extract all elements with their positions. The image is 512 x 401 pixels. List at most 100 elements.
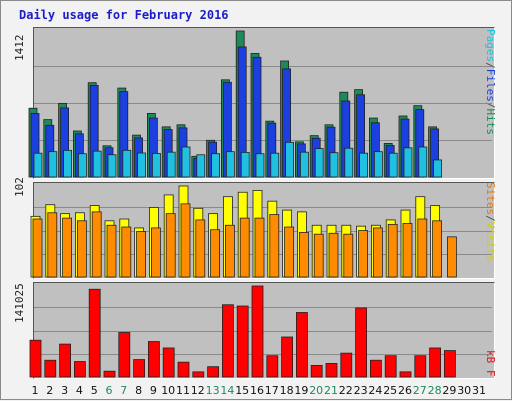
bar-kbytes-kb-f-day-25 — [384, 355, 397, 378]
bar-hits-files-pages-pages-day-14 — [225, 151, 235, 178]
day-label-11: 11 — [176, 384, 190, 397]
bar-visits-sites-sites-day-14 — [224, 224, 235, 278]
bar-visits-sites-sites-day-19 — [298, 231, 309, 278]
bar-kbytes-kb-f-day-29 — [443, 350, 456, 378]
day-label-27: 27 — [413, 384, 427, 397]
bar-visits-sites-sites-day-9 — [150, 227, 161, 278]
bar-hits-files-pages-pages-day-24 — [373, 151, 383, 178]
bar-hits-files-pages-pages-day-28 — [433, 159, 443, 178]
day-label-19: 19 — [294, 384, 308, 397]
bar-visits-sites-sites-day-29 — [446, 236, 457, 278]
bar-kbytes-kb-f-day-21 — [325, 363, 338, 378]
day-label-29: 29 — [442, 384, 456, 397]
day-label-21: 21 — [324, 384, 338, 397]
bar-hits-files-pages-pages-day-26 — [403, 147, 413, 178]
bar-kbytes-kb-f-day-11 — [177, 361, 190, 378]
day-label-6: 6 — [106, 384, 113, 397]
bar-visits-sites-sites-day-17 — [269, 214, 280, 278]
bar-hits-files-pages-pages-day-16 — [255, 153, 265, 178]
bar-kbytes-kb-f-day-13 — [207, 366, 220, 378]
bar-hits-files-pages-pages-day-4 — [78, 153, 87, 178]
bar-kbytes-kb-f-day-22 — [340, 352, 353, 378]
day-label-20: 20 — [309, 384, 323, 397]
bar-kbytes-kb-f-day-4 — [74, 361, 86, 378]
bar-hits-files-pages-pages-day-9 — [151, 153, 161, 178]
bar-visits-sites-sites-day-6 — [106, 224, 117, 278]
bar-hits-files-pages-pages-day-2 — [48, 151, 58, 178]
day-label-14: 14 — [220, 384, 234, 397]
day-label-31: 31 — [472, 384, 486, 397]
day-label-18: 18 — [280, 384, 294, 397]
bar-kbytes-kb-f-day-19 — [295, 312, 308, 378]
day-label-9: 9 — [150, 384, 157, 397]
bar-kbytes-kb-f-day-9 — [147, 341, 160, 378]
bar-kbytes-kb-f-day-28 — [429, 347, 442, 378]
bar-hits-files-pages-pages-day-19 — [299, 151, 309, 178]
bar-hits-files-pages-pages-day-10 — [166, 151, 176, 178]
bar-hits-files-pages-pages-day-5 — [92, 150, 102, 178]
bar-kbytes-kb-f-day-6 — [103, 370, 116, 378]
day-label-1: 1 — [32, 384, 39, 397]
day-label-17: 17 — [265, 384, 279, 397]
bar-hits-files-pages-pages-day-11 — [181, 146, 191, 178]
bar-visits-sites-sites-day-11 — [180, 203, 191, 278]
bar-visits-sites-sites-day-18 — [284, 226, 295, 278]
day-label-22: 22 — [339, 384, 353, 397]
bar-hits-files-pages-pages-day-15 — [240, 151, 250, 178]
day-label-2: 2 — [46, 384, 53, 397]
bar-visits-sites-sites-day-10 — [165, 213, 176, 278]
day-label-7: 7 — [120, 384, 127, 397]
bar-kbytes-kb-f-day-5 — [88, 288, 101, 378]
bar-kbytes-kb-f-day-7 — [118, 332, 131, 378]
day-label-30: 30 — [457, 384, 471, 397]
bar-kbytes-kb-f-day-14 — [221, 304, 234, 378]
day-label-4: 4 — [76, 384, 83, 397]
bar-visits-sites-sites-day-8 — [136, 231, 147, 278]
bar-hits-files-pages-pages-day-1 — [33, 152, 43, 178]
bar-visits-sites-sites-day-22 — [343, 233, 354, 278]
day-label-15: 15 — [235, 384, 249, 397]
bar-visits-sites-sites-day-5 — [91, 211, 102, 278]
bar-hits-files-pages-pages-day-23 — [359, 152, 369, 178]
day-label-23: 23 — [354, 384, 368, 397]
bar-kbytes-kb-f-day-23 — [355, 307, 368, 378]
bar-visits-sites-sites-day-7 — [121, 226, 132, 278]
day-label-24: 24 — [368, 384, 382, 397]
bar-hits-files-pages-pages-day-21 — [329, 152, 339, 178]
bar-kbytes-kb-f-day-2 — [44, 359, 57, 378]
bar-kbytes-kb-f-day-15 — [236, 305, 249, 378]
bar-visits-sites-sites-day-15 — [239, 217, 250, 278]
bar-kbytes-kb-f-day-20 — [310, 364, 323, 378]
bar-visits-sites-sites-day-3 — [62, 217, 72, 278]
day-label-10: 10 — [161, 384, 175, 397]
bar-visits-sites-sites-day-2 — [47, 212, 58, 278]
bar-kbytes-kb-f-day-17 — [266, 355, 279, 378]
day-label-16: 16 — [250, 384, 264, 397]
bar-kbytes-kb-f-day-24 — [369, 359, 382, 378]
bar-hits-files-pages-pages-day-8 — [137, 152, 147, 178]
bar-kbytes-kb-f-day-16 — [251, 285, 264, 378]
bar-kbytes-kb-f-day-3 — [59, 343, 71, 378]
bar-visits-sites-sites-day-24 — [372, 227, 383, 278]
bar-hits-files-pages-pages-day-12 — [196, 154, 206, 178]
bar-hits-files-pages-pages-day-7 — [122, 149, 132, 178]
day-label-12: 12 — [191, 384, 205, 397]
day-label-26: 26 — [398, 384, 412, 397]
bar-hits-files-pages-pages-day-20 — [314, 148, 324, 178]
chart-title: Daily usage for February 2016 — [19, 8, 229, 22]
day-label-5: 5 — [91, 384, 98, 397]
bar-visits-sites-sites-day-27 — [417, 218, 428, 278]
bar-visits-sites-sites-day-28 — [432, 220, 443, 278]
bar-hits-files-pages-pages-day-25 — [388, 152, 398, 178]
bar-visits-sites-sites-day-16 — [254, 217, 265, 278]
bar-visits-sites-sites-day-26 — [402, 223, 413, 278]
bar-kbytes-kb-f-day-12 — [192, 371, 205, 378]
bar-hits-files-pages-pages-day-18 — [285, 141, 295, 178]
bar-visits-sites-sites-day-25 — [387, 223, 398, 278]
bar-hits-files-pages-pages-day-22 — [344, 147, 354, 178]
bar-hits-files-pages-pages-day-17 — [270, 152, 280, 178]
day-label-28: 28 — [428, 384, 442, 397]
bar-kbytes-kb-f-day-26 — [399, 371, 412, 378]
